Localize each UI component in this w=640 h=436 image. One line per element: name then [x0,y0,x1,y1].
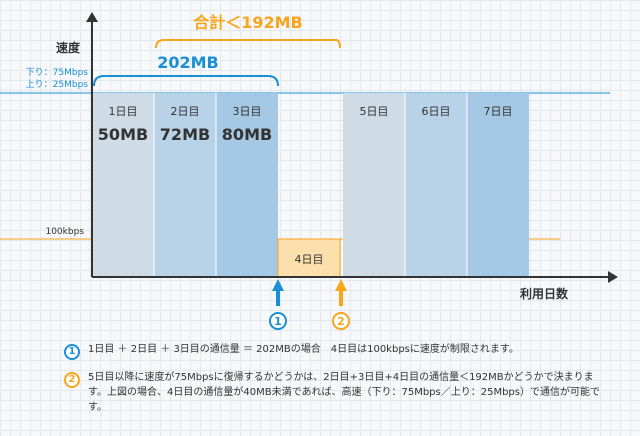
day2-bar [154,93,216,277]
day5-bar [343,93,405,277]
note2-text: 5日目以降に速度が75Mbpsに復帰するかどうかは、2日目+3日目+4日目の通信… [88,372,600,413]
marker2-arrow-icon [335,279,347,306]
day3-label: 3日目 [233,105,262,118]
day7-label: 7日目 [484,105,513,118]
day3-bar [216,93,278,277]
day2-usage: 72MB [160,125,210,144]
total-bracket [155,39,341,49]
note1-text: 1日目 ＋ 2日目 ＋ 3日目の通信量 ＝ 202MBの場合 4日目は100kb… [88,344,519,355]
note2-badge: 2 [64,372,80,388]
day4-bar [277,238,341,278]
marker2-circle [332,312,350,330]
sum-bracket [93,75,279,87]
day6-label: 6日目 [422,105,451,118]
marker1-arrow-icon [272,279,284,306]
day6-bar [405,93,467,277]
note-1: 1 1日目 ＋ 2日目 ＋ 3日目の通信量 ＝ 202MBの場合 4日目は100… [64,342,604,360]
day2-label: 2日目 [171,105,200,118]
marker2-number: 2 [337,315,345,328]
note-2: 2 5日目以降に速度が75Mbpsに復帰するかどうかは、2日目+3日目+4日目の… [64,370,604,415]
day1-usage: 50MB [98,125,148,144]
x-axis-arrow [608,271,618,283]
day7-bar [467,93,529,277]
low-speed-label: 100kbps [45,227,84,237]
note1-badge: 1 [64,344,80,360]
speed-up-label: 上り：25Mbps [26,79,89,90]
y-axis-label: 速度 [56,40,81,55]
marker1-circle [269,312,287,330]
day1-bar [92,93,154,277]
day4-label: 4日目 [295,253,324,266]
speed-down-label: 下り：75Mbps [26,67,89,78]
y-axis-arrow [86,12,98,22]
day3-usage: 80MB [222,125,272,144]
day5-label: 5日目 [360,105,389,118]
day1-label: 1日目 [109,105,138,118]
sum-label: 202MB [157,53,219,72]
total-label: 合計＜192MB [193,13,303,32]
notes: 1 1日目 ＋ 2日目 ＋ 3日目の通信量 ＝ 202MBの場合 4日目は100… [64,342,604,425]
x-axis-label: 利用日数 [520,286,569,301]
marker1-number: 1 [274,315,282,328]
